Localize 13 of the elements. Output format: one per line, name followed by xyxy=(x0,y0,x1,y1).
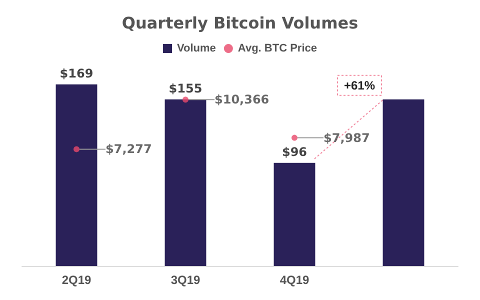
data-label: $155 xyxy=(168,81,202,96)
annotation: +61% xyxy=(344,78,376,92)
data-label: $7,987 xyxy=(324,130,370,145)
x-tick-label: 4Q19 xyxy=(280,273,310,287)
data-label: $169 xyxy=(60,66,94,80)
x-tick-label: 3Q19 xyxy=(170,273,200,287)
data-label: $7,277 xyxy=(106,142,152,156)
legend-label: Avg. BTC Price xyxy=(238,42,317,54)
x-tick-label: 2Q19 xyxy=(62,273,92,287)
data-label: $10,366 xyxy=(214,92,270,107)
chart-title: Quarterly Bitcoin Volumes xyxy=(122,14,358,32)
data-label: $96 xyxy=(282,144,308,159)
legend-label: Volume xyxy=(177,42,216,54)
